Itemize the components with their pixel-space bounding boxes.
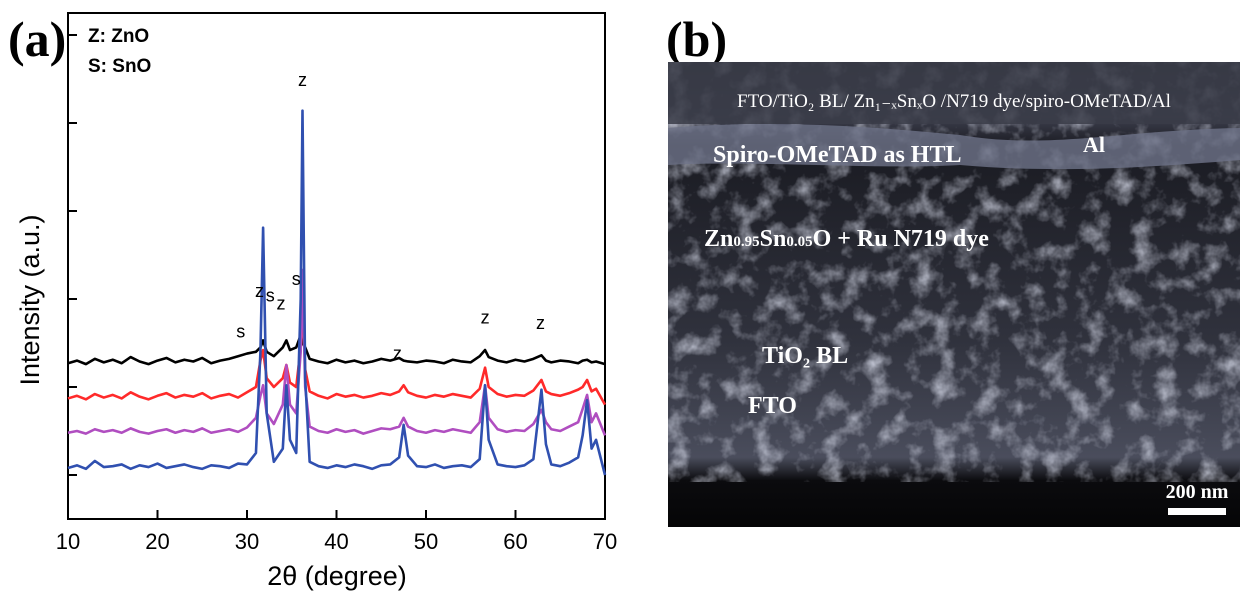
image-label: Zn0.95Sn0.05O + Ru N719 dye bbox=[704, 226, 989, 252]
note: Z: ZnO bbox=[88, 26, 149, 47]
xrd-line bbox=[67, 268, 607, 436]
al-layer bbox=[668, 124, 1240, 170]
peak-annotation: s bbox=[266, 286, 275, 306]
x-tick-label: 20 bbox=[145, 529, 169, 554]
x-tick-label: 60 bbox=[503, 529, 527, 554]
label-part: O + Ru N719 dye bbox=[813, 226, 990, 252]
image-caption: FTO/TiO₂ BL/ Zn₁₋ₓSnₓO /N719 dye/spiro-O… bbox=[737, 91, 1171, 112]
x-tick-label: 40 bbox=[324, 529, 348, 554]
xrd-line bbox=[67, 333, 606, 366]
y-axis-label: Intensity (a.u.) bbox=[15, 214, 45, 385]
x-tick-label: 10 bbox=[56, 529, 80, 554]
x-tick-label: 50 bbox=[414, 529, 438, 554]
sem-top bbox=[668, 62, 1240, 124]
label-part: Zn bbox=[704, 226, 733, 252]
peak-annotation: s bbox=[236, 322, 245, 342]
scale-bar bbox=[1168, 508, 1226, 515]
label-part: 0.05 bbox=[786, 234, 812, 250]
x-tick-label: 70 bbox=[593, 529, 617, 554]
xrd-line bbox=[67, 298, 607, 406]
x-axis-label: 2θ (degree) bbox=[267, 561, 407, 591]
image-label: TiO₂ BL bbox=[762, 343, 848, 369]
peak-annotation: z bbox=[393, 344, 402, 364]
peak-annotation: z bbox=[536, 313, 545, 333]
scale-bar-label: 200 nm bbox=[1166, 481, 1229, 503]
panel-label: (b) bbox=[666, 11, 727, 67]
image-label: Spiro-OMeTAD as HTL bbox=[713, 142, 961, 168]
xrd-line bbox=[67, 109, 607, 476]
peak-annotation: z bbox=[255, 281, 264, 301]
panel-label: (a) bbox=[8, 11, 66, 67]
image-label: Al bbox=[1083, 132, 1105, 157]
plot-frame bbox=[67, 12, 606, 520]
label-part: Sn bbox=[760, 226, 787, 252]
peak-annotation: z bbox=[277, 294, 286, 314]
xrd-chart: Z: ZnO S: SnO 2θ (degree) Intensity (a.u… bbox=[15, 12, 617, 591]
peak-annotation: z bbox=[298, 70, 307, 90]
note: S: SnO bbox=[88, 56, 151, 77]
peak-annotation: s bbox=[292, 269, 301, 289]
sem-image: FTO/TiO₂ BL/ Zn₁₋ₓSnₓO /N719 dye/spiro-O… bbox=[668, 62, 1240, 527]
image-label: FTO bbox=[748, 393, 797, 419]
x-tick-label: 30 bbox=[235, 529, 259, 554]
label-part: 0.95 bbox=[733, 234, 759, 250]
peak-annotation: z bbox=[481, 308, 490, 328]
